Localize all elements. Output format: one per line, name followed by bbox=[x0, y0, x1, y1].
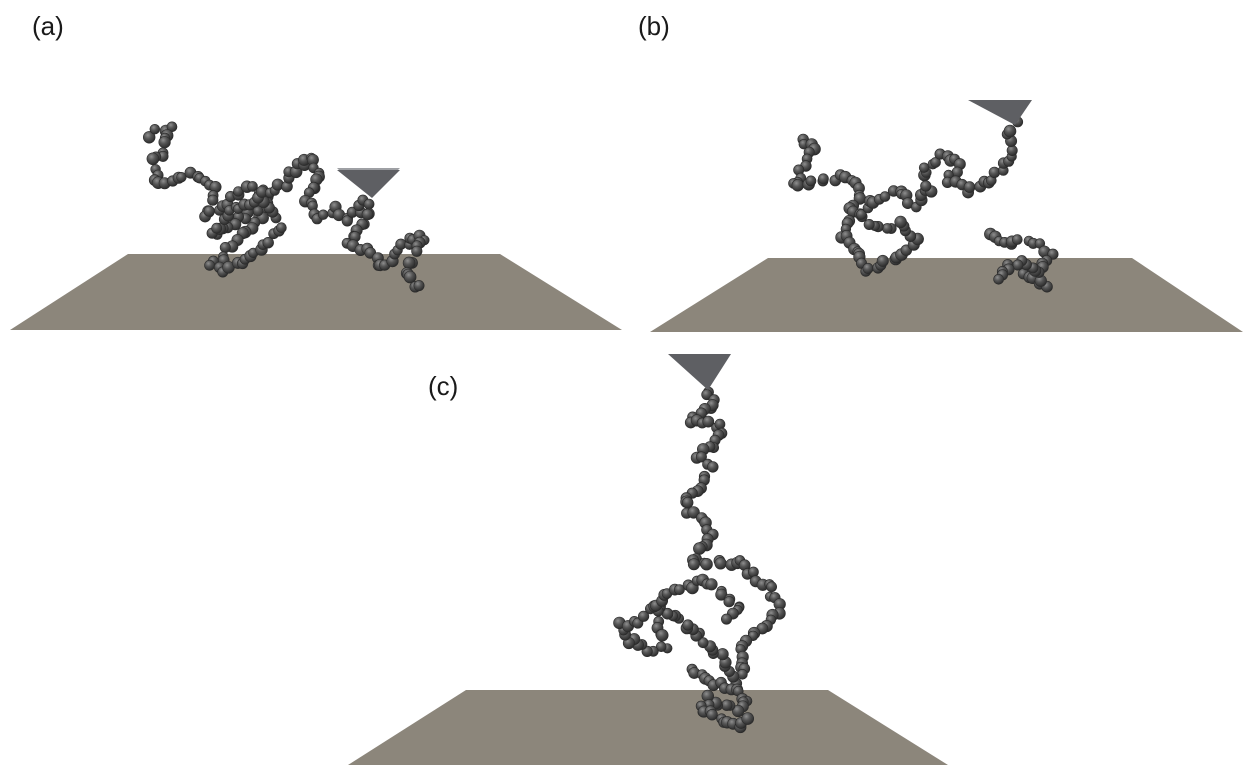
bead bbox=[363, 198, 375, 210]
bead bbox=[1003, 124, 1017, 138]
panel-b-label: (b) bbox=[638, 11, 670, 41]
panel-c: (c) bbox=[348, 354, 948, 765]
bead bbox=[143, 131, 156, 144]
panel-a-afm-tip bbox=[337, 168, 400, 198]
bead bbox=[655, 641, 667, 653]
bead bbox=[247, 181, 258, 192]
bead bbox=[262, 237, 274, 249]
bead bbox=[207, 194, 219, 206]
bead bbox=[403, 270, 417, 284]
panel-a-label: (a) bbox=[32, 11, 64, 41]
bead bbox=[700, 557, 713, 571]
panel-a-surface bbox=[10, 254, 622, 330]
bead bbox=[695, 451, 707, 463]
bead bbox=[158, 136, 171, 149]
panel-c-label: (c) bbox=[428, 371, 458, 401]
bead bbox=[791, 179, 804, 192]
bead bbox=[741, 712, 755, 725]
panel-a: (a) bbox=[10, 11, 622, 330]
bead bbox=[862, 262, 874, 274]
bead bbox=[674, 584, 685, 595]
bead bbox=[204, 259, 215, 271]
bead bbox=[637, 610, 650, 622]
bead bbox=[219, 242, 231, 254]
panel-c-surface bbox=[348, 690, 948, 765]
panel-a-polymer-chain bbox=[143, 121, 430, 293]
bead bbox=[702, 415, 715, 428]
panel-c-tip-icon bbox=[668, 354, 731, 390]
bead bbox=[411, 245, 423, 257]
bead bbox=[805, 175, 817, 187]
bead bbox=[176, 172, 187, 183]
bead bbox=[706, 708, 718, 721]
bead bbox=[318, 209, 329, 220]
bead bbox=[876, 254, 889, 267]
bead bbox=[697, 637, 709, 649]
bead bbox=[714, 557, 727, 570]
bead bbox=[714, 418, 726, 430]
bead bbox=[881, 223, 893, 234]
bead bbox=[720, 613, 732, 625]
bead bbox=[402, 256, 416, 270]
bead bbox=[693, 542, 706, 555]
bead bbox=[918, 162, 930, 173]
panel-c-polymer-chain bbox=[613, 386, 786, 734]
bead bbox=[655, 628, 669, 642]
panel-b: (b) bbox=[638, 11, 1243, 332]
bead bbox=[687, 558, 700, 571]
bead bbox=[993, 273, 1004, 285]
bead bbox=[818, 173, 829, 185]
bead bbox=[863, 219, 875, 231]
bead bbox=[211, 222, 223, 234]
panel-c-afm-tip bbox=[668, 354, 731, 390]
bead bbox=[707, 461, 719, 473]
bead bbox=[682, 619, 694, 631]
bead bbox=[341, 215, 353, 227]
panel-a-tip-icon bbox=[337, 170, 400, 198]
bead bbox=[920, 180, 932, 192]
bead bbox=[721, 699, 733, 711]
bead bbox=[705, 578, 718, 591]
bead bbox=[687, 506, 700, 519]
bead bbox=[963, 181, 976, 193]
panel-b-surface bbox=[650, 258, 1243, 332]
bead bbox=[681, 496, 694, 509]
bead bbox=[276, 222, 287, 233]
bead bbox=[766, 581, 777, 593]
bead bbox=[1011, 234, 1023, 245]
panel-b-polymer-chain bbox=[788, 116, 1059, 293]
bead bbox=[203, 205, 215, 217]
panel-b-tip-icon bbox=[968, 100, 1032, 125]
bead bbox=[361, 208, 374, 221]
bead bbox=[856, 209, 867, 220]
bead bbox=[413, 280, 425, 292]
bead bbox=[879, 191, 891, 202]
bead bbox=[146, 152, 160, 166]
bead bbox=[894, 215, 907, 229]
bead bbox=[988, 166, 1001, 179]
bead bbox=[731, 704, 745, 718]
panel-b-afm-tip bbox=[968, 100, 1032, 125]
bead bbox=[723, 596, 735, 608]
bead bbox=[149, 123, 161, 135]
